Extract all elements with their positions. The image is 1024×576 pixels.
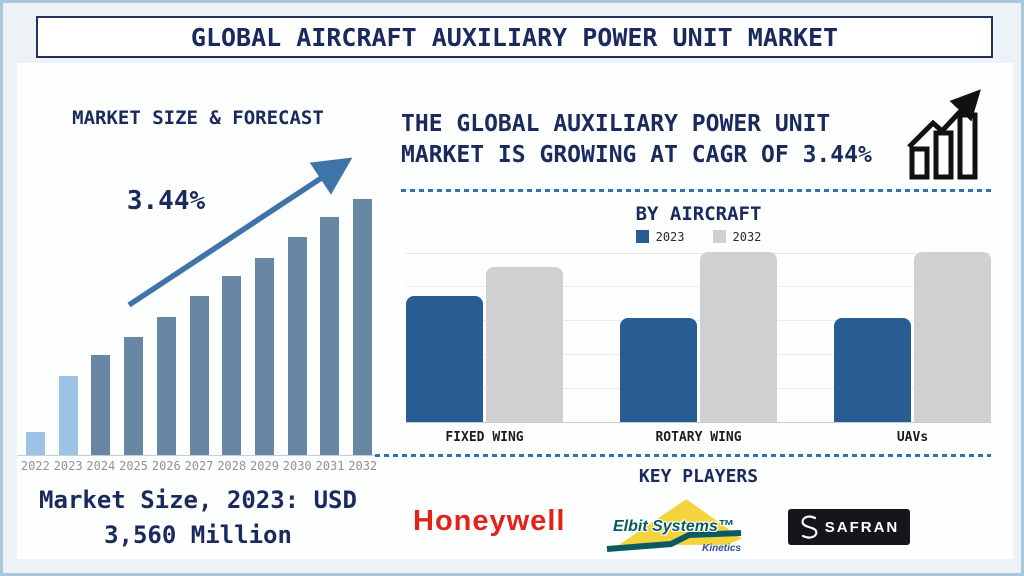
- key-players-heading: KEY PLAYERS: [638, 466, 759, 487]
- legend-label-2023: 2023: [655, 229, 685, 244]
- forecast-bar-slot-2024: [84, 199, 117, 455]
- cagr-headline-line-1: THE GLOBAL AUXILIARY POWER UNIT: [401, 111, 831, 137]
- forecast-bar-slot-2023: [52, 199, 85, 455]
- forecast-bar-slot-2032: [346, 199, 379, 455]
- by-aircraft-chart: [406, 252, 991, 423]
- forecast-bar-slot-2029: [248, 199, 281, 455]
- trend-arrow-icon: [127, 157, 353, 308]
- forecast-bar-slot-2026: [150, 199, 183, 455]
- year-label-2025: 2025: [119, 459, 149, 473]
- elbit-swoosh-shape: [606, 530, 742, 552]
- category-label-fixed-wing: FIXED WING: [445, 430, 524, 445]
- legend-item-2023: 2023: [635, 229, 685, 244]
- cagr-annotation: 3.44%: [126, 186, 206, 216]
- title-banner: GLOBAL AIRCRAFT AUXILIARY POWER UNIT MAR…: [36, 16, 993, 58]
- forecast-year-labels: 2022 2023 2024 2025 2026 2027 2028 2029 2030 2031…: [19, 459, 379, 473]
- caption-line-1: Market Size, 2023: USD: [39, 486, 357, 514]
- year-label-2024: 2024: [86, 459, 116, 473]
- elbit-kinetics-label: Kinetics: [702, 543, 741, 554]
- bar-fixed-wing-2032: [486, 267, 563, 422]
- bar-uavs-2023: [834, 318, 911, 422]
- growth-chart-icon: [907, 89, 981, 180]
- forecast-axis-line: [17, 455, 375, 456]
- forecast-bar-slot-2030: [281, 199, 314, 455]
- honeywell-logo: Honeywell: [413, 505, 566, 537]
- forecast-bar-2022: [25, 432, 45, 455]
- year-label-2028: 2028: [217, 459, 247, 473]
- year-label-2029: 2029: [250, 459, 279, 473]
- year-label-2031: 2031: [315, 459, 345, 473]
- by-aircraft-heading: BY AIRCRAFT: [635, 203, 762, 225]
- aircraft-group-rotary-wing: [620, 252, 777, 422]
- year-label-2030: 2030: [282, 459, 312, 473]
- forecast-bar-2024: [91, 355, 111, 455]
- forecast-bar-2028: [222, 276, 242, 455]
- forecast-bar-2026: [156, 317, 176, 455]
- bar-fixed-wing-2023: [406, 296, 483, 422]
- market-size-caption: Market Size, 2023: USD 3,560 Million: [3, 483, 393, 553]
- forecast-bar-2027: [189, 296, 209, 455]
- market-size-heading: MARKET SIZE & FORECAST: [72, 107, 324, 129]
- year-label-2032: 2032: [348, 459, 378, 473]
- forecast-bar-2029: [255, 258, 274, 455]
- year-label-2023: 2023: [53, 459, 83, 473]
- category-label-uavs: UAVs: [896, 430, 929, 445]
- aircraft-group-fixed-wing: [406, 267, 563, 422]
- safran-s-icon: [801, 515, 818, 539]
- forecast-bar-slot-2031: [314, 199, 347, 455]
- aircraft-group-uavs: [834, 252, 991, 422]
- elbit-systems-logo: Elbit Systems™ Kinetics: [605, 497, 743, 559]
- category-label-rotary-wing: ROTARY WING: [655, 430, 742, 445]
- year-label-2027: 2027: [184, 459, 214, 473]
- forecast-bar-slot-2025: [117, 199, 150, 455]
- cagr-headline-line-2: MARKET IS GROWING AT CAGR OF 3.44%: [401, 142, 872, 168]
- forecast-bar-slot-2027: [183, 199, 216, 455]
- forecast-bar-chart: [19, 199, 379, 455]
- year-label-2022: 2022: [20, 459, 50, 473]
- forecast-bar-slot-2022: [19, 199, 52, 455]
- safran-wordmark: SAFRAN: [824, 518, 900, 536]
- bar-uavs-2032: [914, 252, 991, 422]
- legend-swatch-2023: [635, 230, 649, 243]
- legend-swatch-2032: [712, 230, 726, 243]
- forecast-bar-2023: [58, 376, 78, 455]
- forecast-bar-2030: [287, 237, 307, 455]
- dashed-divider-top: [401, 189, 991, 192]
- forecast-bar-slot-2028: [215, 199, 248, 455]
- legend-item-2032: 2032: [712, 229, 762, 244]
- forecast-bar-2025: [124, 337, 144, 455]
- forecast-bar-2032: [353, 199, 373, 455]
- bar-rotary-wing-2023: [620, 318, 697, 422]
- year-label-2026: 2026: [151, 459, 181, 473]
- forecast-bar-2031: [320, 217, 340, 455]
- caption-line-2: 3,560 Million: [104, 521, 292, 549]
- dashed-divider-bottom: [375, 454, 991, 457]
- legend-label-2032: 2032: [732, 229, 762, 244]
- cagr-headline: THE GLOBAL AUXILIARY POWER UNIT MARKET I…: [401, 109, 901, 171]
- by-aircraft-category-labels: FIXED WING ROTARY WING UAVs: [406, 430, 991, 445]
- page-title: GLOBAL AIRCRAFT AUXILIARY POWER UNIT MAR…: [190, 22, 839, 52]
- elbit-wordmark: Elbit Systems™: [613, 518, 734, 535]
- by-aircraft-legend: 2023 2032: [406, 229, 991, 244]
- bar-rotary-wing-2032: [700, 252, 777, 422]
- safran-logo: SAFRAN: [788, 509, 910, 545]
